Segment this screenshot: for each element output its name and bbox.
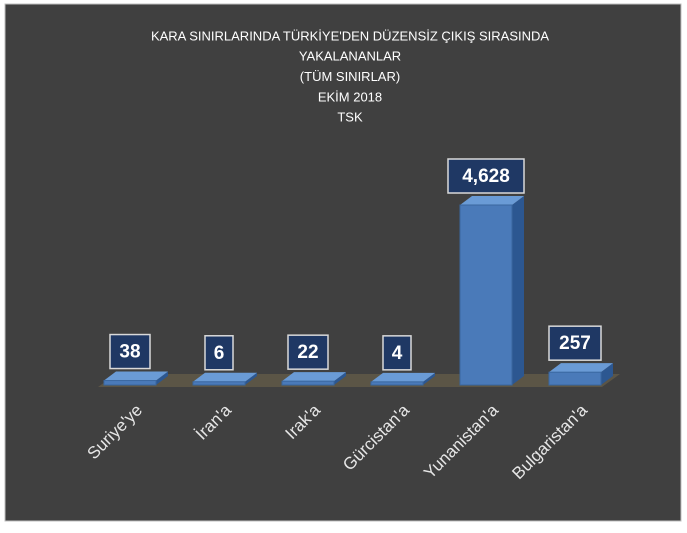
bar-top (104, 371, 168, 381)
value-label: 257 (559, 333, 591, 354)
bar-side (245, 372, 257, 385)
value-label-box (548, 325, 602, 361)
bar-side (601, 363, 613, 385)
value-label-box (382, 335, 412, 371)
bar (548, 371, 602, 386)
chart-title: (TÜM SINIRLAR) (300, 69, 400, 84)
value-label-box (287, 334, 329, 370)
value-label: 4 (392, 343, 403, 364)
bar (370, 381, 424, 386)
bar-top (549, 363, 613, 373)
chart-title: KARA SINIRLARINDA TÜRKİYE'DEN DÜZENSİZ Ç… (151, 28, 549, 43)
chart-background (4, 3, 682, 522)
value-label-box (109, 333, 151, 370)
chart-title: TSK (337, 110, 363, 125)
value-label: 4,628 (462, 166, 510, 187)
bar-top (282, 372, 346, 382)
bar (459, 204, 513, 386)
bar-top (371, 372, 435, 382)
chart-title: EKİM 2018 (318, 89, 382, 104)
bar-side (156, 371, 168, 385)
value-label: 22 (297, 342, 318, 363)
value-label-box (447, 158, 525, 194)
bar (192, 381, 246, 386)
value-label: 38 (119, 342, 140, 363)
bar-side (512, 196, 524, 385)
value-label: 6 (214, 343, 225, 364)
bar (281, 380, 335, 386)
bar-side (334, 372, 346, 385)
value-label-box (204, 335, 234, 371)
floor (98, 374, 620, 387)
chart-title: YAKALANANLAR (299, 49, 401, 64)
bar-side (423, 372, 435, 385)
bar-top (193, 372, 257, 382)
bar (103, 380, 157, 386)
bar-top (460, 196, 524, 205)
